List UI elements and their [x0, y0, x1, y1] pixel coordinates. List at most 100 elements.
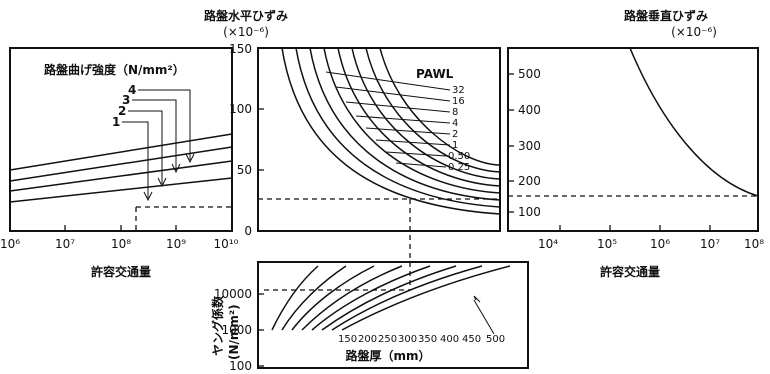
pawl-label: 4 [452, 118, 458, 129]
right-y-tick-label: 200 [518, 174, 541, 188]
strength-leader-4 [138, 89, 191, 160]
center-title: 路盤水平ひずみ [204, 8, 288, 23]
thickness-label: 300 [398, 334, 417, 345]
strength-label-2: 2 [118, 104, 126, 118]
strength-leader-3 [132, 99, 177, 170]
left-x-tick-label: 10⁶ [0, 237, 20, 251]
pawl-label: 0.50 [448, 151, 470, 162]
center-unit: (×10⁻⁶) [223, 25, 269, 39]
strength-label-1: 1 [112, 115, 120, 129]
thickness-curve [281, 265, 347, 331]
pawl-legend-title: PAWL [416, 67, 454, 81]
bottom-y-tick-label: 1000 [221, 323, 252, 337]
right-x-tick-label: 10⁵ [597, 237, 617, 251]
pawl-leader [395, 162, 447, 168]
vertical-strain-curve [629, 47, 759, 197]
strain-curve [295, 47, 501, 208]
pawl-leader [365, 127, 451, 135]
right-y-tick-label: 100 [518, 205, 541, 219]
right-unit: (×10⁻⁶) [671, 25, 717, 39]
right-panel-frame [507, 47, 759, 232]
center-y-tick-label: 150 [229, 42, 252, 56]
center-panel-frame [257, 47, 501, 232]
strength-arrow-2 [157, 177, 167, 188]
center-y-tick-label: 50 [237, 163, 252, 177]
thickness-curve [311, 265, 431, 331]
thickness-label: 250 [378, 334, 397, 345]
pawl-label: 16 [452, 96, 465, 107]
strain-curve [309, 47, 501, 201]
pawl-leaders [325, 71, 451, 168]
pawl-leader [355, 115, 451, 124]
thickness-leader [473, 299, 495, 335]
strength-arrow-4 [185, 153, 195, 164]
pawl-leader [385, 151, 447, 157]
strain-curve [337, 47, 501, 187]
bottom-y-axis-label-2: (N/mm²) [227, 304, 241, 360]
strength-line-3 [9, 146, 233, 182]
bottom-panel: ヤング係数 (N/mm²) 10000 1000 100 150 200 250… [210, 261, 529, 373]
right-x-ticks [559, 225, 711, 231]
left-x-tick-label: 10⁷ [55, 237, 75, 251]
right-x-tick-label: 10⁷ [700, 237, 720, 251]
thickness-label: 350 [418, 334, 437, 345]
pawl-leader [335, 86, 451, 102]
left-x-tick-label: 10⁹ [166, 237, 186, 251]
thickness-curve [291, 265, 375, 331]
bottom-y-ticks [258, 293, 264, 367]
pawl-leader [345, 101, 451, 113]
strength-leader-1 [122, 121, 149, 198]
strength-line-1 [9, 177, 233, 203]
center-panel: 路盤水平ひずみ (×10⁻⁶) 0 50 100 150 PAWL 32 16 … [204, 8, 501, 238]
strength-line-4 [9, 133, 233, 171]
right-y-tick-label: 400 [518, 103, 541, 117]
left-x-axis-label: 許容交通量 [91, 264, 151, 279]
strength-label-3: 3 [122, 93, 130, 107]
thickness-curve [321, 265, 457, 331]
left-panel: 路盤曲げ強度（N/mm²） 4 3 2 1 10⁶ 10⁷ 10⁸ 10⁹ 10… [0, 47, 239, 279]
thickness-label: 400 [440, 334, 459, 345]
left-x-tick-label: 10¹⁰ [214, 237, 239, 251]
strength-arrow-1 [143, 191, 153, 202]
center-y-tick-label: 100 [229, 102, 252, 116]
right-x-tick-label: 10⁴ [538, 237, 558, 251]
bottom-x-axis-label: 路盤厚（mm） [345, 348, 430, 363]
center-y-tick-label: 0 [244, 224, 252, 238]
right-y-tick-label: 500 [518, 67, 541, 81]
strength-label-4: 4 [128, 83, 136, 97]
strength-line-2 [9, 160, 233, 192]
strain-curve [323, 47, 501, 194]
pawl-label: 2 [452, 129, 458, 140]
bottom-panel-frame [257, 261, 529, 369]
thickness-label: 500 [486, 334, 505, 345]
pawl-label: 32 [452, 85, 465, 96]
thickness-label: 450 [462, 334, 481, 345]
center-y-ticks [258, 47, 264, 171]
thickness-curve [301, 265, 403, 331]
right-y-ticks [508, 73, 514, 213]
strain-curve [281, 47, 501, 215]
right-x-tick-label: 10⁶ [650, 237, 670, 251]
right-panel: 路盤垂直ひずみ (×10⁻⁶) 100 200 300 400 500 10⁴ … [507, 8, 764, 279]
strain-curve [365, 47, 501, 173]
guide-lines [135, 195, 759, 291]
pawl-leader [375, 139, 451, 146]
thickness-curve [331, 265, 483, 331]
right-x-tick-label: 10⁸ [744, 237, 764, 251]
right-y-tick-label: 300 [518, 139, 541, 153]
left-x-ticks [64, 225, 177, 231]
thickness-label: 150 [338, 334, 357, 345]
pawl-label: 8 [452, 107, 458, 118]
thickness-curve [271, 265, 319, 331]
pawl-label: 1 [452, 140, 458, 151]
pawl-label: 0.25 [448, 162, 470, 173]
left-legend-title: 路盤曲げ強度（N/mm²） [44, 62, 185, 77]
left-x-tick-label: 10⁸ [111, 237, 131, 251]
bottom-y-tick-label: 100 [229, 359, 252, 373]
thickness-arrow [473, 295, 481, 303]
right-title: 路盤垂直ひずみ [624, 8, 708, 23]
bottom-y-tick-label: 10000 [214, 287, 252, 301]
pawl-leader [325, 71, 451, 91]
strength-arrow-3 [171, 163, 181, 174]
right-x-axis-label: 許容交通量 [600, 264, 660, 279]
